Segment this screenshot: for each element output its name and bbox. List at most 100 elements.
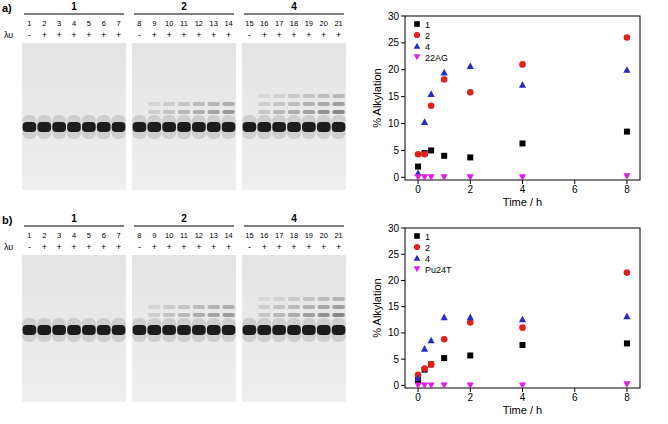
y-tick-label: 25 (388, 37, 400, 48)
group-line (24, 226, 124, 227)
light-mark: + (277, 30, 282, 40)
gel-band-halo (272, 318, 286, 342)
gel-band-halo (111, 115, 125, 139)
x-tick-label: 0 (415, 184, 421, 195)
y-tick-label: 10 (388, 327, 400, 338)
y-tick (401, 332, 405, 333)
light-mark: + (101, 242, 106, 252)
legend-label: 2 (425, 243, 430, 253)
data-point (414, 374, 421, 381)
gel-upper-band (288, 297, 300, 301)
data-point (467, 174, 474, 180)
light-mark: + (196, 242, 201, 252)
gel-band-halo (147, 318, 161, 342)
lane-number: 11 (180, 231, 188, 240)
gel-upper-band (303, 110, 315, 114)
light-mark: - (248, 242, 251, 252)
gel-band-halo (302, 318, 316, 342)
gel-upper-band (258, 297, 270, 301)
y-tick-label: 5 (393, 145, 399, 156)
x-axis-label: Time / h (503, 196, 542, 208)
lane-number: 7 (116, 231, 120, 240)
gel-upper-band (178, 313, 190, 317)
lane-number: 1 (27, 19, 31, 28)
lane-number: 13 (210, 19, 218, 28)
lane-number: 6 (102, 231, 106, 240)
y-axis-label: % Alkylation (371, 68, 383, 127)
gel-band-halo (242, 115, 256, 139)
lane-number: 10 (165, 231, 173, 240)
group-line (134, 226, 234, 227)
group-line (244, 226, 344, 227)
x-tick-label: 4 (520, 392, 526, 403)
gel-band-halo (177, 115, 191, 139)
light-mark: + (262, 30, 267, 40)
data-point (441, 382, 448, 388)
gel-upper-band (332, 305, 344, 309)
data-point (441, 174, 448, 180)
gel-upper-band (163, 313, 175, 317)
y-tick-label: 20 (388, 275, 400, 286)
legend-marker (414, 255, 421, 261)
x-axis-label: Time / h (503, 404, 542, 416)
lane-number: 17 (275, 231, 283, 240)
lane-number: 9 (152, 19, 156, 28)
gel-upper-band (222, 102, 234, 106)
x-tick-label: 2 (467, 392, 473, 403)
gel-upper-band (222, 313, 234, 317)
gel-band-halo (331, 115, 345, 139)
gel-upper-band (148, 305, 160, 309)
gel-upper-band (207, 110, 219, 114)
y-tick (401, 228, 405, 229)
gel-upper-band (207, 313, 219, 317)
gel-upper-band (332, 94, 344, 98)
data-point (624, 34, 631, 41)
lane-number: 16 (260, 231, 268, 240)
data-point (421, 151, 428, 158)
x-tick-label: 8 (624, 392, 630, 403)
gel-band-halo (67, 318, 81, 342)
lane-number: 19 (305, 231, 313, 240)
x-tick-label: 6 (572, 392, 578, 403)
y-tick-label: 0 (393, 380, 399, 391)
gel-upper-band (288, 305, 300, 309)
data-point (441, 355, 447, 361)
lane-number: 13 (210, 231, 218, 240)
data-point (421, 118, 428, 125)
gel-band-halo (257, 318, 271, 342)
y-tick (401, 280, 405, 281)
gel-upper-band (163, 305, 175, 309)
legend-label: Pu24T (425, 265, 452, 275)
lane-number: 2 (42, 19, 46, 28)
lane-number: 3 (57, 231, 61, 240)
light-label: λυ (4, 242, 13, 252)
lane-number: 4 (72, 19, 76, 28)
data-point (421, 382, 428, 388)
y-tick-label: 10 (388, 118, 400, 129)
gel-band-halo (221, 318, 235, 342)
data-point (415, 164, 421, 170)
gel-band-halo (22, 318, 36, 342)
light-mark: + (86, 30, 91, 40)
data-point (520, 140, 526, 146)
light-mark: - (248, 30, 251, 40)
light-mark: + (306, 242, 311, 252)
data-point (428, 174, 435, 180)
gel-band-halo (242, 318, 256, 342)
gel-band-halo (257, 115, 271, 139)
data-point (428, 147, 434, 153)
light-mark: - (28, 242, 31, 252)
lane-number: 20 (320, 231, 328, 240)
data-point (421, 345, 428, 352)
light-mark: + (336, 242, 341, 252)
light-mark: + (226, 242, 231, 252)
lane-number: 12 (195, 231, 203, 240)
light-mark: + (101, 30, 106, 40)
legend-marker (414, 43, 421, 49)
light-mark: + (291, 30, 296, 40)
gel-band-halo (331, 318, 345, 342)
y-tick (401, 306, 405, 307)
data-point (441, 69, 448, 76)
light-mark: + (116, 242, 121, 252)
lane-number: 14 (224, 231, 232, 240)
